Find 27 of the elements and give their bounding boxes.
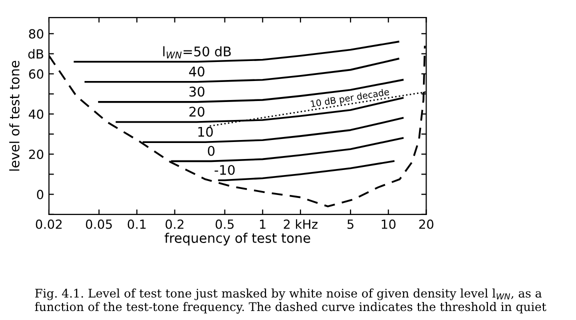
series-label: 0 <box>208 146 215 156</box>
x-tick-label: 1 <box>260 220 266 229</box>
x-tick-label: 0.2 <box>166 219 184 229</box>
x-tick-label: 5 <box>348 220 354 229</box>
y-tick-label: 80 <box>29 29 44 39</box>
y-tick-label: dB <box>28 49 44 59</box>
annotation: 10 dB per decade <box>310 88 390 110</box>
y-axis-title: level of test tone <box>9 60 20 171</box>
x-tick-label: 0.1 <box>128 219 146 229</box>
x-tick-label: 0.5 <box>216 219 234 229</box>
x-axis-title: frequency of test tone <box>164 232 310 246</box>
x-tick-label: 10 <box>382 219 396 229</box>
y-tick-label: 20 <box>29 150 44 160</box>
x-tick-label: 2 kHz <box>284 219 318 229</box>
series-label: 20 <box>189 106 204 117</box>
x-tick-label: 0.02 <box>36 219 62 229</box>
series-label: 10 <box>198 126 213 137</box>
y-tick-label: 40 <box>28 109 44 119</box>
series-label: -10 <box>214 164 235 175</box>
series-label: 40 <box>189 66 204 77</box>
y-tick-label: 0 <box>36 190 44 200</box>
caption: Fig. 4.1. Level of test tone just masked by white noise of given density level l$_{WN}$, as a function of the test-tone frequency. The dashed curve indicates the threshold in quiet <box>34 288 546 314</box>
y-tick-label: 60 <box>29 69 44 79</box>
x-tick-label: 0.05 <box>86 219 112 229</box>
x-tick-label: 20 <box>419 219 434 229</box>
series-label: l$_{WN}$=50 dB <box>163 46 231 58</box>
series-label: 30 <box>189 86 204 97</box>
